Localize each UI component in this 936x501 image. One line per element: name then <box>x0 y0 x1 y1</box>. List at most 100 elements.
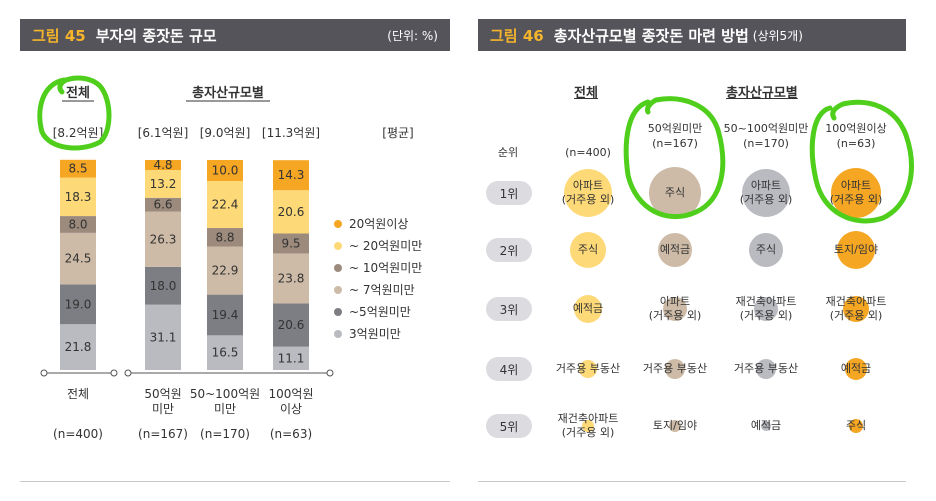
category-label: 50~100억원 <box>190 387 260 401</box>
bubble-cell: 예적금 <box>806 341 906 397</box>
bar-segment <box>207 181 243 229</box>
bubble <box>658 233 692 267</box>
bubble-label-line: 주식 <box>577 243 599 256</box>
bubble-cell: 아파트 (거주용 외) <box>716 165 816 221</box>
bar-segment <box>273 303 309 347</box>
bar-segment <box>60 177 96 217</box>
figure-46-number: 그림 46 <box>490 26 544 45</box>
bar-value-label: 8.8 <box>215 230 234 244</box>
bar-value-label: 14.3 <box>278 168 305 182</box>
bubble-cell: 거주용 부동산 <box>538 341 638 397</box>
bubble-label: 아파트 (거주용 외) <box>740 179 793 207</box>
bubble <box>843 296 869 322</box>
column-header-n: (n=167) <box>652 137 698 150</box>
rank-header: 순위 <box>497 146 519 159</box>
bubble-label: 재건축아파트 (거주용 외) <box>558 412 619 440</box>
bubble-label-line: (거주용 외) <box>829 309 883 322</box>
column-header-name: 100억원이상 <box>825 122 887 135</box>
bar-segment <box>207 335 243 370</box>
bubble-label-line: 예적금 <box>659 243 691 256</box>
figure-46-panel: 그림 46 총자산규모별 종잣돈 마련 방법 (상위5개) 전체 총자산규모별 … <box>478 0 936 501</box>
bubble <box>564 169 612 217</box>
bubble-label-line: 재건축아파트 <box>735 295 797 308</box>
bubble <box>579 360 597 378</box>
bubble-label: 주식 <box>665 186 685 200</box>
bubble-label: 예적금 <box>660 243 690 257</box>
bubble-label: 예적금 <box>573 302 603 316</box>
bubble-label: 예적금 <box>841 362 871 376</box>
bubble-cell: 거주용 부동산 <box>716 341 816 397</box>
column-header-n: (n=170) <box>743 137 789 150</box>
rank-pill: 4위 <box>486 357 532 381</box>
bar-value-label: 13.2 <box>150 177 177 191</box>
bar-value-label: 8.0 <box>68 217 87 231</box>
legend-marker <box>334 242 342 250</box>
bubble-label-line: (거주용 외) <box>648 309 702 322</box>
bubble-label-line: (거주용 외) <box>561 426 615 439</box>
legend-label: ~ 7억원미만 <box>349 283 415 297</box>
bar-segment <box>145 211 181 267</box>
bubble <box>742 169 790 217</box>
column-header: 50억원미만 (n=167) <box>625 121 725 151</box>
bubble-cell: 예적금 <box>716 398 816 454</box>
bubble-label-line: 재건축아파트 <box>557 412 619 425</box>
bubble-label: 아파트 (거주용 외) <box>562 179 615 207</box>
bubble-label-line: 아파트 <box>572 179 604 192</box>
figure-46-bottom-rule <box>478 481 906 482</box>
bubble-label-line: 아파트 <box>659 295 691 308</box>
bar-value-label: 6.6 <box>153 198 172 212</box>
bubble-label-line: (거주용 외) <box>739 193 793 206</box>
bubble-label: 재건축아파트 (거주용 외) <box>736 295 797 323</box>
figure-45-number: 그림 45 <box>32 26 86 45</box>
bubble-label: 거주용 부동산 <box>556 362 620 376</box>
bar-segment <box>60 159 96 178</box>
bar-value-label: 24.5 <box>65 252 92 266</box>
legend-marker <box>334 264 342 272</box>
bar-segment <box>273 160 309 191</box>
bar-value-label: 16.5 <box>212 346 239 360</box>
bubble-label: 거주용 부동산 <box>643 362 707 376</box>
rank-pill: 5위 <box>486 414 532 438</box>
bar-segment <box>145 197 181 212</box>
bar-value-label: 22.4 <box>212 198 239 212</box>
bar-value-label: 31.1 <box>150 330 177 344</box>
bubble <box>845 358 867 380</box>
bubble-label-line: 주식 <box>755 243 777 256</box>
column-header: 50~100억원미만 (n=170) <box>716 121 816 151</box>
average-label: [6.1억원] <box>138 126 189 140</box>
axis-end-dot <box>326 369 334 377</box>
bubble-label-line: 주식 <box>845 419 867 432</box>
bar-segment <box>207 294 243 336</box>
average-label: [11.3억원] <box>262 126 320 140</box>
average-label: [8.2억원] <box>53 126 104 140</box>
column-header-name: 50억원미만 <box>647 122 703 135</box>
axis-end-dot <box>124 369 132 377</box>
category-label: 이상 <box>280 402 302 416</box>
n-label: (n=63) <box>270 427 312 441</box>
rank-pill: 3위 <box>486 297 532 321</box>
bubble <box>837 231 875 269</box>
bubble-label-line: 거주용 부동산 <box>642 362 708 375</box>
bar-segment <box>207 160 243 181</box>
category-label: 전체 <box>67 387 89 401</box>
n-label: (n=167) <box>138 427 188 441</box>
bubble-label-line: 아파트 <box>750 179 782 192</box>
bubble-label-line: 토지/임야 <box>652 419 698 432</box>
bubble-label: 주식 <box>756 243 776 257</box>
bubble-label: 거주용 부동산 <box>734 362 798 376</box>
bubble-label: 주식 <box>578 243 598 257</box>
figure-46-subtitle: (상위5개) <box>752 28 803 43</box>
bar-value-label: 26.3 <box>150 232 177 246</box>
figure-45-bottom-rule <box>20 481 450 482</box>
bubble-label-line: 주식 <box>664 186 686 199</box>
category-label: 50억원 <box>144 387 181 401</box>
bubble-cell: 재건축아파트 (거주용 외) <box>806 281 906 337</box>
bubble-label-line: (거주용 외) <box>739 309 793 322</box>
bar-value-label: 20.6 <box>278 205 305 219</box>
figure-46-title: 총자산규모별 종잣돈 마련 방법 <box>553 26 749 45</box>
bar-value-label: 21.8 <box>65 340 92 354</box>
bubble-label-line: 아파트 <box>840 179 872 192</box>
legend-label: ~ 10억원미만 <box>349 261 422 275</box>
group-title-asset: 총자산규모별 <box>726 86 798 101</box>
legend-marker <box>334 330 342 338</box>
